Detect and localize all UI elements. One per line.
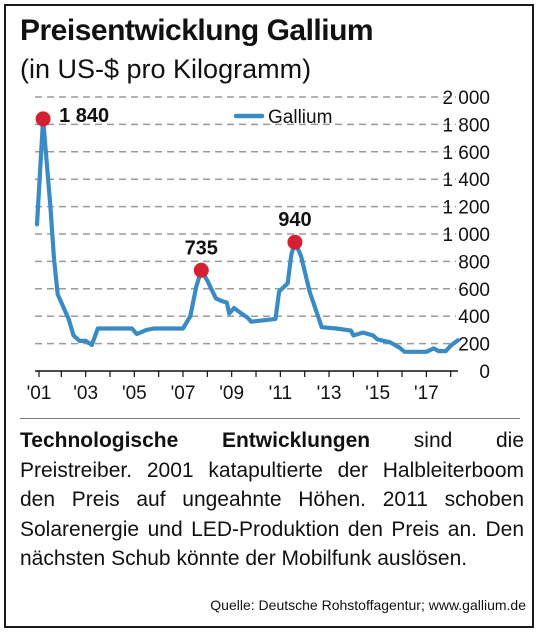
y-tick-label: 600	[458, 280, 490, 301]
source-note: Quelle: Deutsche Rohstoffagentur; www.ga…	[210, 597, 526, 613]
description-text: Technologische Entwicklungen sind die Pr…	[20, 426, 524, 574]
x-tick-label: '07	[171, 383, 196, 404]
description-rest: sind die Preistreiber. 2001 katapultiert…	[20, 429, 524, 570]
peak-label: 735	[185, 237, 218, 259]
peak-marker	[35, 111, 51, 127]
series-line-gallium	[34, 116, 461, 354]
x-tick-label: '03	[73, 383, 98, 404]
peak-marker	[287, 234, 303, 250]
annotations: 1 840 735 940	[35, 105, 312, 278]
x-tick-label: '05	[122, 383, 147, 404]
y-tick-label: 1 200	[442, 198, 490, 219]
y-tick-label: 1 000	[442, 225, 490, 246]
gridlines	[35, 96, 456, 345]
chart-title: Preisentwicklung Gallium	[20, 14, 374, 47]
y-tick-label: 400	[458, 307, 490, 328]
description-bold-lead: Technologische Entwicklungen	[20, 429, 371, 452]
price-line-chart: 0 200 400 600 800 1 000 1 200 1 400 1 600 1 800 2 …	[27, 88, 490, 404]
x-tick-label: '15	[365, 383, 390, 404]
section-divider	[20, 418, 520, 419]
x-tick-label: '17	[414, 383, 439, 404]
chart-subtitle: (in US-$ pro Kilogramm)	[20, 54, 312, 84]
peak-marker	[193, 262, 209, 278]
x-tick-label: '13	[317, 383, 342, 404]
x-tick-label: '09	[219, 383, 244, 404]
x-axis-ticks: '01 '03 '05 '07 '09 '11 '13 '15 '17	[27, 370, 458, 404]
y-tick-label: 1 400	[442, 170, 490, 191]
y-tick-label: 1 800	[442, 115, 490, 136]
legend-label-gallium: Gallium	[268, 107, 332, 128]
y-tick-label: 200	[458, 335, 490, 356]
legend: Gallium	[233, 107, 332, 128]
series-layer	[34, 116, 461, 354]
y-axis-tick-labels: 0 200 400 600 800 1 000 1 200 1 400 1 600 1 800 2 …	[442, 88, 490, 383]
y-tick-label: 1 600	[442, 143, 490, 164]
x-tick-label: '01	[27, 383, 52, 404]
y-tick-label: 800	[458, 252, 490, 273]
y-tick-label: 2 000	[442, 88, 490, 109]
y-tick-label: 0	[479, 362, 490, 383]
x-tick-label: '11	[269, 383, 292, 404]
peak-label: 940	[278, 209, 311, 231]
peak-label: 1 840	[59, 105, 109, 127]
